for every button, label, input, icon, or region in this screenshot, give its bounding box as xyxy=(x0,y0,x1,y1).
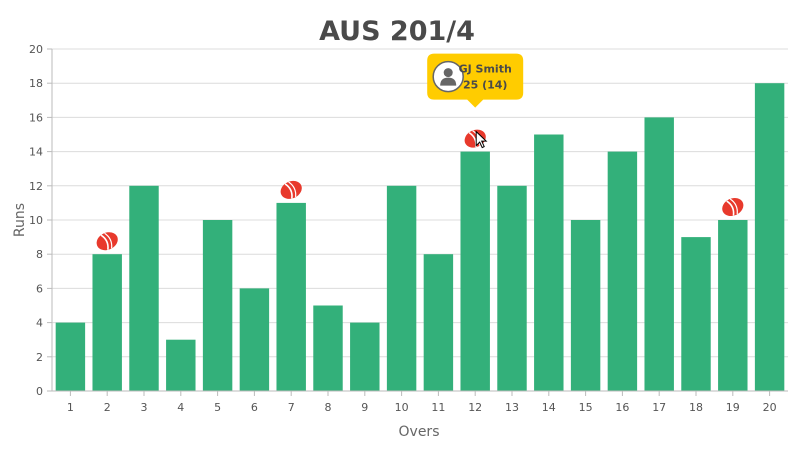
x-tick-label: 16 xyxy=(615,401,629,414)
bar xyxy=(460,151,490,391)
y-tick-label: 0 xyxy=(36,385,43,398)
wicket-markers xyxy=(96,129,744,251)
x-tick-label: 1 xyxy=(67,401,74,414)
bar xyxy=(497,185,527,391)
cricket-ball-seam xyxy=(726,200,735,216)
tooltip-player-score: 25 (14) xyxy=(463,79,508,92)
avatar-body xyxy=(440,77,457,86)
bar xyxy=(754,83,785,391)
y-axis-title: Runs xyxy=(12,203,28,237)
bar xyxy=(129,185,159,391)
bar xyxy=(276,202,306,391)
grid-lines xyxy=(52,48,788,358)
cricket-ball-seam xyxy=(288,181,297,198)
bars xyxy=(55,83,785,392)
y-tick-label: 2 xyxy=(36,351,43,364)
cricket-ball-icon xyxy=(464,129,486,148)
x-tick-label: 11 xyxy=(431,401,445,414)
bar xyxy=(386,185,417,391)
bar xyxy=(570,220,601,391)
cricket-ball-seam xyxy=(100,234,109,250)
bar xyxy=(239,288,270,391)
x-tick-label: 19 xyxy=(726,401,740,414)
x-tick-labels: 1 2 3 4 5 6 7 8 9 10 11 12 13 14 15 16 17 18 19 20 xyxy=(67,401,777,414)
axes xyxy=(47,48,788,396)
tooltip-player-name: GJ Smith xyxy=(459,63,512,76)
bar xyxy=(166,339,196,391)
x-tick-label: 9 xyxy=(361,401,368,414)
tooltip: GJ Smith 25 (14) xyxy=(427,53,524,108)
cricket-ball-icon xyxy=(96,232,118,251)
x-tick-label: 17 xyxy=(652,401,666,414)
x-tick-label: 2 xyxy=(104,401,111,414)
bar xyxy=(350,322,380,391)
cricket-ball-seam xyxy=(284,183,293,199)
y-tick-label: 20 xyxy=(29,43,43,56)
y-tick-label: 10 xyxy=(29,214,43,227)
x-tick-label: 3 xyxy=(141,401,148,414)
x-tick-label: 7 xyxy=(288,401,295,414)
bar xyxy=(681,237,711,391)
x-tick-label: 8 xyxy=(325,401,332,414)
bar xyxy=(534,134,564,391)
x-tick-label: 15 xyxy=(579,401,593,414)
avatar-head xyxy=(443,68,453,78)
y-tick-labels: 0 2 4 6 8 10 12 14 16 18 20 xyxy=(29,43,43,398)
bar xyxy=(92,254,122,391)
y-tick-label: 8 xyxy=(36,248,43,261)
bar xyxy=(718,220,748,391)
x-tick-label: 12 xyxy=(468,401,482,414)
y-tick-label: 4 xyxy=(36,317,43,330)
cricket-ball-seam xyxy=(729,198,738,215)
bar xyxy=(644,117,674,392)
y-tick-label: 16 xyxy=(29,111,43,124)
x-axis-title: Overs xyxy=(399,424,440,440)
chart-title: AUS 201/4 xyxy=(319,16,475,47)
x-tick-label: 5 xyxy=(214,401,221,414)
cricket-ball-icon xyxy=(280,180,302,199)
x-tick-label: 18 xyxy=(689,401,703,414)
cricket-ball-seam xyxy=(104,232,113,249)
y-tick-label: 6 xyxy=(36,282,43,295)
y-tick-label: 12 xyxy=(29,180,43,193)
y-tick-label: 18 xyxy=(29,77,43,90)
bar xyxy=(607,151,638,391)
cricket-ball-icon xyxy=(722,198,744,216)
bar xyxy=(202,220,233,391)
bar xyxy=(423,254,454,391)
bar xyxy=(55,322,86,391)
person-icon xyxy=(432,60,464,93)
x-tick-label: 20 xyxy=(763,401,777,414)
y-tick-label: 14 xyxy=(29,146,43,159)
x-tick-label: 4 xyxy=(177,401,184,414)
bar xyxy=(313,305,343,391)
x-tick-label: 10 xyxy=(395,401,409,414)
x-tick-label: 14 xyxy=(542,401,556,414)
x-tick-label: 13 xyxy=(505,401,519,414)
x-tick-label: 6 xyxy=(251,401,258,414)
mouse-cursor-icon xyxy=(475,130,488,149)
